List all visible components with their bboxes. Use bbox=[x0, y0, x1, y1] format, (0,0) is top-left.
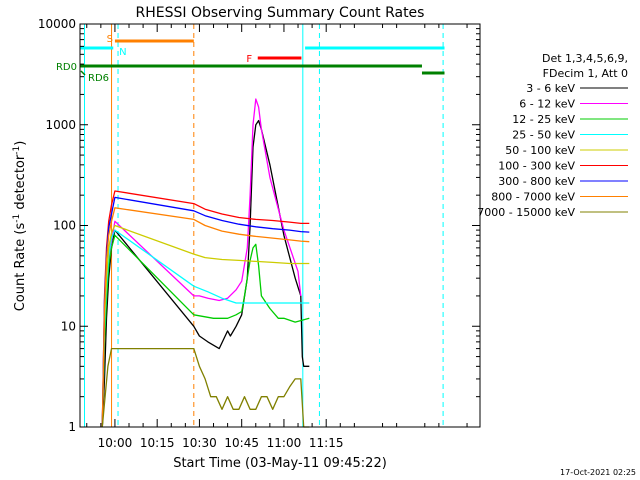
legend-header-line-2: FDecim 1, Att 0 bbox=[543, 67, 628, 80]
flag-label-rd0: RD0 bbox=[56, 62, 77, 73]
legend-label-3: 25 - 50 keV bbox=[512, 129, 575, 142]
legend-label-6: 300 - 800 keV bbox=[498, 175, 575, 188]
x-tick-label-4: 11:00 bbox=[267, 436, 302, 450]
chart-title: RHESSI Observing Summary Count Rates bbox=[136, 5, 425, 21]
series-line-4 bbox=[101, 224, 310, 428]
y-axis-label-sup1: -1 bbox=[12, 214, 22, 223]
series-line-7 bbox=[101, 207, 310, 428]
y-tick-label-0: 1 bbox=[68, 420, 76, 434]
timestamp: 17-Oct-2021 02:25 bbox=[560, 468, 636, 477]
y-tick-label-3: 1000 bbox=[45, 118, 76, 132]
legend-label-2: 12 - 25 keV bbox=[512, 113, 575, 126]
legend-label-0: 3 - 6 keV bbox=[526, 82, 575, 95]
y-axis-label-mid: detector bbox=[13, 154, 28, 214]
x-tick-label-3: 10:45 bbox=[224, 436, 259, 450]
flag-label-n: N bbox=[119, 47, 126, 58]
flag-label-s: S bbox=[107, 34, 113, 45]
legend: Det 1,3,4,5,6,9, FDecim 1, Att 0 3 - 6 k… bbox=[477, 52, 628, 219]
x-tick-label-0: 10:00 bbox=[98, 436, 133, 450]
rd6-tick bbox=[80, 70, 86, 76]
x-tick-label-1: 10:15 bbox=[140, 436, 175, 450]
legend-header-line-1: Det 1,3,4,5,6,9, bbox=[542, 52, 628, 65]
series-line-2 bbox=[101, 234, 310, 428]
y-axis-label-end: ) bbox=[13, 141, 28, 146]
y-tick-label-1: 10 bbox=[61, 319, 76, 333]
x-tick-label-2: 10:30 bbox=[182, 436, 217, 450]
legend-label-4: 50 - 100 keV bbox=[505, 144, 575, 157]
y-tick-label-2: 100 bbox=[53, 219, 76, 233]
series-line-8 bbox=[101, 347, 310, 428]
y-axis-label-sup2: -1 bbox=[12, 146, 22, 155]
x-axis-label: Start Time (03-May-11 09:45:22) bbox=[173, 456, 387, 471]
legend-label-7: 800 - 7000 keV bbox=[491, 191, 575, 204]
legend-label-1: 6 - 12 keV bbox=[519, 98, 575, 111]
y-axis-label-main: Count Rate (s bbox=[13, 223, 28, 312]
y-tick-label-4: 10000 bbox=[38, 17, 76, 31]
y-axis-label: Count Rate (s-1 detector-1) bbox=[12, 141, 28, 312]
legend-label-8: 7000 - 15000 keV bbox=[477, 206, 575, 219]
plot-area: SN F RD0 RD6 bbox=[56, 24, 445, 428]
legend-label-5: 100 - 300 keV bbox=[498, 160, 575, 173]
flag-label-rd6: RD6 bbox=[88, 73, 109, 84]
flag-label-f: F bbox=[246, 54, 252, 65]
axes: 10:00 10:15 10:30 10:45 11:00 11:15 1 10 100 1000… bbox=[38, 17, 480, 450]
x-tick-label-5: 11:15 bbox=[309, 436, 344, 450]
